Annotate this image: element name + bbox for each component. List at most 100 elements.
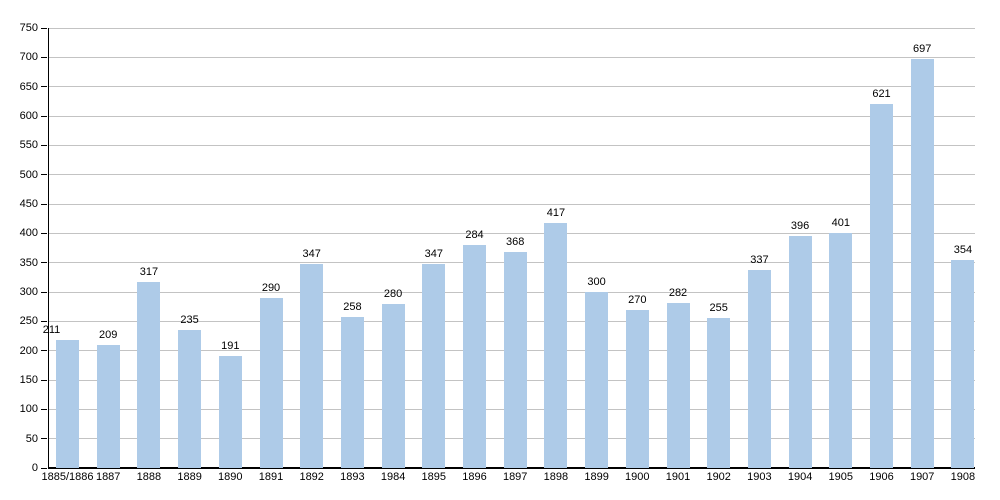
y-axis-tick <box>41 232 47 234</box>
bar-value-label: 347 <box>424 248 443 261</box>
bar-value-label: 621 <box>872 87 891 100</box>
gridline <box>48 203 975 205</box>
bar <box>503 252 527 468</box>
y-tick-label: 50 <box>25 432 38 445</box>
bar <box>300 264 324 468</box>
y-axis-tick <box>41 203 47 205</box>
x-tick-label: 1901 <box>665 471 691 483</box>
bar <box>381 303 405 468</box>
bar <box>56 339 79 468</box>
y-axis-tick <box>41 291 47 293</box>
bar-value-label: 191 <box>221 339 240 352</box>
y-tick-label: 500 <box>19 168 38 181</box>
gridline <box>48 56 975 58</box>
bar-value-label: 270 <box>628 293 647 306</box>
y-tick-label: 150 <box>19 374 38 386</box>
bar-value-label: 211 <box>42 323 61 336</box>
bar-value-label: 280 <box>383 287 403 300</box>
x-tick-label: 1892 <box>299 471 324 483</box>
bar <box>137 282 161 468</box>
bar <box>422 264 446 468</box>
bar-value-label: 255 <box>709 302 728 315</box>
bar <box>96 345 120 468</box>
y-axis-tick <box>41 408 47 410</box>
y-axis-tick <box>41 438 47 440</box>
bar <box>544 223 568 468</box>
y-tick-label: 450 <box>19 198 38 210</box>
x-tick-label: 1890 <box>218 471 243 483</box>
bar-value-label: 235 <box>180 314 199 327</box>
x-tick-label: 1899 <box>584 471 609 483</box>
bar-value-label: 337 <box>750 254 769 267</box>
bar <box>625 309 649 468</box>
bar-value-label: 317 <box>139 266 159 279</box>
plot-area: 211 209 317 235 191 290 347 258 280 347 284 368 417 3… <box>41 27 975 469</box>
bar-value-label: 209 <box>99 329 118 342</box>
bar-value-label: 368 <box>506 236 525 249</box>
x-tick-label: 1891 <box>258 471 284 483</box>
y-tick-label: 550 <box>19 139 38 152</box>
bar <box>666 302 690 468</box>
bar <box>870 103 893 468</box>
x-tick-label: 1903 <box>747 471 772 483</box>
y-axis-tick <box>41 320 47 322</box>
gridline <box>48 115 975 117</box>
bar <box>259 297 283 468</box>
x-tick-label: 1889 <box>177 471 202 483</box>
bar <box>788 235 812 468</box>
gridline <box>48 86 975 88</box>
bar <box>585 292 609 468</box>
y-tick-label: 700 <box>19 51 38 64</box>
x-tick-label: 1893 <box>340 471 365 483</box>
bar <box>910 59 934 468</box>
y-axis-tick <box>41 379 47 381</box>
bar-value-label: 290 <box>261 281 281 294</box>
x-tick-label: 1908 <box>950 471 976 483</box>
x-tick-label: 1905 <box>828 471 854 483</box>
gridline <box>48 144 975 146</box>
gridline <box>48 174 975 176</box>
y-axis <box>48 28 49 469</box>
bar-value-label: 354 <box>953 244 973 257</box>
x-tick-label: 1897 <box>502 471 528 483</box>
y-tick-label: 300 <box>19 286 38 298</box>
bar-value-label: 417 <box>546 207 566 220</box>
bar-value-label: 282 <box>668 286 688 299</box>
y-tick-label: 350 <box>19 256 38 269</box>
x-tick-label: 1898 <box>543 471 569 483</box>
bar <box>178 330 202 468</box>
x-tick-label: 1885/1886 <box>41 471 94 483</box>
x-tick-label: 1888 <box>136 471 162 483</box>
bar-value-label: 300 <box>587 276 606 288</box>
bar-value-label: 258 <box>343 300 362 313</box>
bar <box>340 316 364 468</box>
gridline <box>48 27 975 29</box>
y-axis-tick <box>41 56 47 58</box>
bar <box>707 318 731 468</box>
y-axis-tick <box>41 115 47 117</box>
y-tick-label: 100 <box>19 403 38 416</box>
y-axis-tick <box>41 467 47 469</box>
bar-value-label: 284 <box>465 229 484 242</box>
y-axis-tick <box>41 350 47 352</box>
y-tick-label: 750 <box>19 22 38 34</box>
x-tick-label: 1895 <box>421 471 447 483</box>
y-tick-label: 0 <box>31 462 38 474</box>
x-tick-label: 1907 <box>909 471 935 483</box>
y-tick-label: 600 <box>19 110 38 122</box>
y-axis-tick <box>41 262 47 264</box>
bar <box>951 260 975 468</box>
bar <box>463 245 486 468</box>
x-tick-label: 1906 <box>869 471 894 483</box>
x-tick-label: 1900 <box>625 471 650 483</box>
y-axis-tick <box>41 86 47 88</box>
bar <box>218 355 242 468</box>
y-tick-label: 650 <box>19 80 38 93</box>
y-axis-tick <box>41 144 47 146</box>
y-tick-label: 250 <box>19 315 38 328</box>
x-tick-label: 1902 <box>706 471 731 483</box>
y-tick-label: 200 <box>19 344 38 357</box>
x-tick-label: 1904 <box>787 471 813 483</box>
x-tick-label: 1984 <box>380 471 406 483</box>
